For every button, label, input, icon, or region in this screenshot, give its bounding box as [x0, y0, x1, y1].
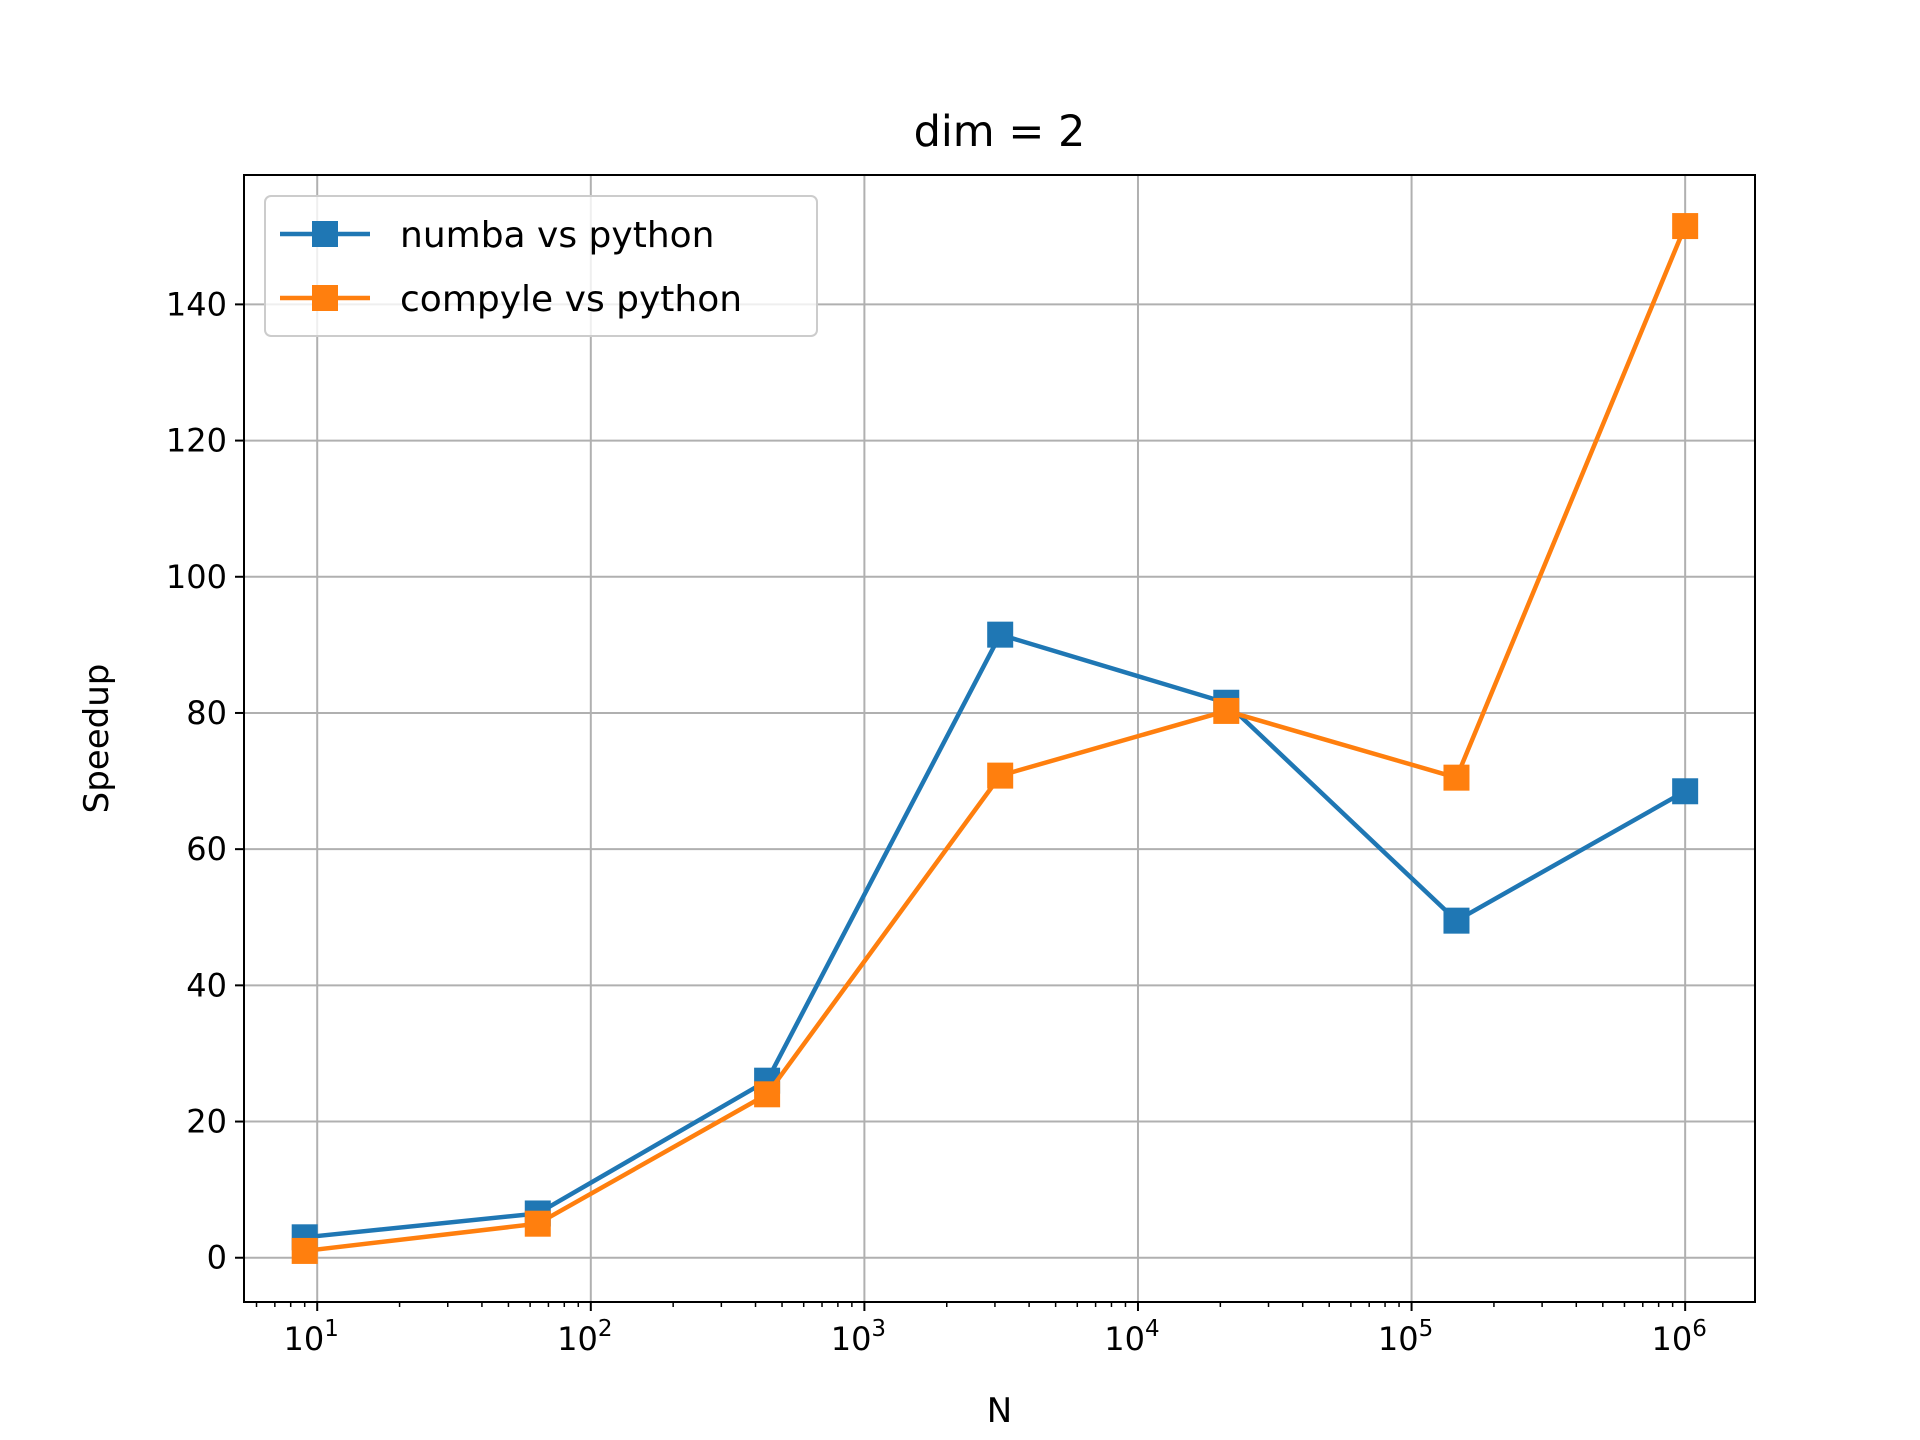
y-tick-label: 120: [166, 422, 227, 460]
series-2-marker: [1672, 213, 1699, 240]
ticks: 101 102 103 104 105 106 0 20 40 60 80 100 120 140: [166, 285, 1707, 1358]
series-2-marker: [1213, 697, 1240, 724]
series-1-marker: [987, 621, 1014, 648]
y-axis-title: Speedup: [77, 664, 117, 814]
y-tick-label: 60: [186, 830, 227, 868]
grid: [244, 175, 1755, 1302]
x-axis-title: N: [987, 1391, 1012, 1431]
y-tick-label: 0: [207, 1239, 227, 1277]
series-layer: [291, 213, 1699, 1264]
legend-label-1: numba vs python: [400, 215, 715, 256]
legend: numba vs python compyle vs python: [264, 195, 818, 337]
y-tick-label: 40: [186, 966, 227, 1004]
x-tick-label: 106: [1651, 1316, 1706, 1358]
series-2-marker: [524, 1210, 551, 1237]
series-1-marker: [1672, 778, 1699, 805]
legend-marker-2: [312, 285, 338, 311]
x-tick-label: 103: [831, 1316, 886, 1358]
series-2-marker: [754, 1081, 781, 1108]
y-tick-label: 20: [186, 1103, 227, 1141]
x-tick-label: 101: [284, 1316, 339, 1358]
plot-frame: [243, 174, 1756, 1303]
x-tick-label: 102: [557, 1316, 612, 1358]
y-tick-label: 100: [166, 558, 227, 596]
legend-label-2: compyle vs python: [400, 279, 742, 320]
x-tick-label: 104: [1104, 1316, 1159, 1358]
series-2-marker: [987, 762, 1014, 789]
legend-marker-1: [312, 221, 338, 247]
legend-box: [264, 195, 818, 337]
series-2-marker: [291, 1237, 318, 1264]
series-1-marker: [1443, 907, 1470, 934]
series-2-marker: [1443, 764, 1470, 791]
x-tick-label: 105: [1378, 1316, 1433, 1358]
chart-title: dim = 2: [914, 107, 1086, 157]
y-tick-label: 80: [186, 694, 227, 732]
y-tick-label: 140: [166, 285, 227, 323]
